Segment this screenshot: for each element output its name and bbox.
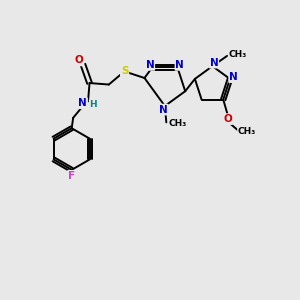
Text: CH₃: CH₃ bbox=[169, 119, 187, 128]
Text: H: H bbox=[90, 100, 97, 109]
Text: N: N bbox=[176, 60, 184, 70]
Text: N: N bbox=[209, 58, 218, 68]
Text: O: O bbox=[74, 56, 83, 65]
Text: N: N bbox=[146, 60, 154, 70]
Text: S: S bbox=[121, 66, 128, 76]
Text: N: N bbox=[229, 72, 238, 82]
Text: CH₃: CH₃ bbox=[229, 50, 247, 59]
Text: N: N bbox=[159, 105, 168, 115]
Text: CH₃: CH₃ bbox=[238, 127, 256, 136]
Text: O: O bbox=[223, 114, 232, 124]
Text: N: N bbox=[78, 98, 87, 108]
Text: F: F bbox=[68, 171, 75, 181]
